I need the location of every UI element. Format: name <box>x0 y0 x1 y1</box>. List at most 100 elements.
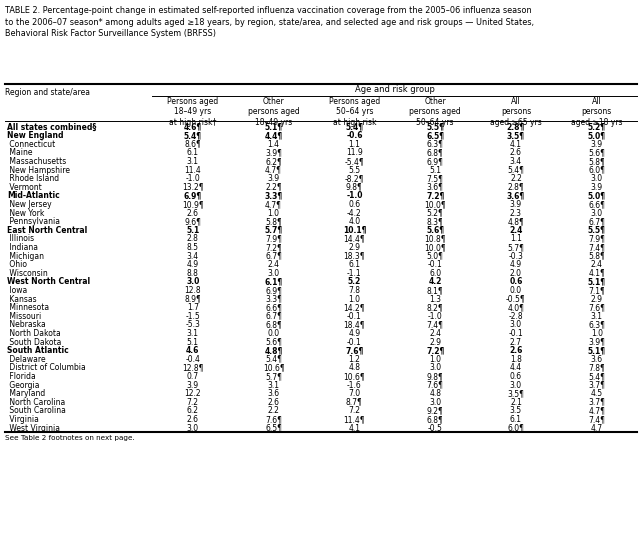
Text: Delaware: Delaware <box>7 355 46 364</box>
Text: 4.7¶: 4.7¶ <box>265 165 282 175</box>
Text: 5.0¶: 5.0¶ <box>588 191 606 201</box>
Text: 4.9: 4.9 <box>187 260 199 269</box>
Text: 2.8: 2.8 <box>187 234 199 243</box>
Text: 5.1: 5.1 <box>429 165 441 175</box>
Text: 4.7¶: 4.7¶ <box>588 406 605 416</box>
Text: New England: New England <box>7 131 63 140</box>
Text: 6.1: 6.1 <box>187 148 199 157</box>
Text: 7.9¶: 7.9¶ <box>588 234 605 243</box>
Text: 10.8¶: 10.8¶ <box>424 234 446 243</box>
Text: -4.2: -4.2 <box>347 209 362 218</box>
Text: 7.4¶: 7.4¶ <box>427 320 444 329</box>
Text: Virginia: Virginia <box>7 415 39 424</box>
Text: 3.1: 3.1 <box>187 329 199 338</box>
Text: 7.8¶: 7.8¶ <box>588 363 605 372</box>
Text: 6.1: 6.1 <box>348 260 360 269</box>
Text: Kansas: Kansas <box>7 294 37 303</box>
Text: -0.5: -0.5 <box>428 424 442 432</box>
Text: 1.7: 1.7 <box>187 303 199 312</box>
Text: All states combined§: All states combined§ <box>7 122 97 132</box>
Text: 3.9¶: 3.9¶ <box>265 148 282 157</box>
Text: East North Central: East North Central <box>7 226 87 235</box>
Text: 3.5: 3.5 <box>510 406 522 416</box>
Text: 5.2: 5.2 <box>348 278 361 286</box>
Text: 4.0: 4.0 <box>348 217 360 226</box>
Text: 3.1: 3.1 <box>187 157 199 166</box>
Text: 11.9: 11.9 <box>346 148 363 157</box>
Text: -0.1: -0.1 <box>347 312 362 321</box>
Text: 8.5: 8.5 <box>187 243 199 252</box>
Text: -0.6: -0.6 <box>346 131 363 140</box>
Text: 3.7¶: 3.7¶ <box>588 381 605 390</box>
Text: 0.0: 0.0 <box>510 286 522 295</box>
Text: 4.8¶: 4.8¶ <box>265 346 283 355</box>
Text: 6.8¶: 6.8¶ <box>265 320 282 329</box>
Text: Persons aged
18–49 yrs
at high risk†: Persons aged 18–49 yrs at high risk† <box>167 97 219 127</box>
Text: 6.7¶: 6.7¶ <box>265 252 282 260</box>
Text: 7.6¶: 7.6¶ <box>588 303 605 312</box>
Text: 2.4: 2.4 <box>267 260 279 269</box>
Text: 3.6: 3.6 <box>591 355 603 364</box>
Text: 1.1: 1.1 <box>349 140 360 149</box>
Text: 2.6: 2.6 <box>510 346 522 355</box>
Text: 8.3¶: 8.3¶ <box>427 217 444 226</box>
Text: 5.5¶: 5.5¶ <box>588 226 606 235</box>
Text: 8.6¶: 8.6¶ <box>185 140 201 149</box>
Text: 10.1¶: 10.1¶ <box>343 226 366 235</box>
Text: 6.8¶: 6.8¶ <box>427 415 444 424</box>
Text: 1.1: 1.1 <box>510 234 522 243</box>
Text: -5.4¶: -5.4¶ <box>344 157 364 166</box>
Text: 6.1¶: 6.1¶ <box>265 278 283 286</box>
Text: 3.0: 3.0 <box>267 269 279 278</box>
Text: 4.1: 4.1 <box>348 424 360 432</box>
Text: 3.7¶: 3.7¶ <box>588 398 605 407</box>
Text: 7.6¶: 7.6¶ <box>427 381 444 390</box>
Text: 2.6: 2.6 <box>267 398 279 407</box>
Text: 3.4: 3.4 <box>510 157 522 166</box>
Text: 5.1: 5.1 <box>187 337 199 347</box>
Text: 4.4: 4.4 <box>510 363 522 372</box>
Text: Age and risk group: Age and risk group <box>355 85 435 94</box>
Text: 5.1¶: 5.1¶ <box>265 122 283 132</box>
Text: -0.3: -0.3 <box>508 252 524 260</box>
Text: 6.5¶: 6.5¶ <box>265 424 282 432</box>
Text: 3.6: 3.6 <box>267 389 279 398</box>
Text: 3.1: 3.1 <box>591 312 603 321</box>
Text: 12.8: 12.8 <box>185 286 201 295</box>
Text: All
persons
aged ≥18 yrs: All persons aged ≥18 yrs <box>571 97 622 127</box>
Text: 2.1: 2.1 <box>510 398 522 407</box>
Text: Connecticut: Connecticut <box>7 140 55 149</box>
Text: 4.9: 4.9 <box>348 329 360 338</box>
Text: -1.0: -1.0 <box>346 191 363 201</box>
Text: 8.7¶: 8.7¶ <box>346 398 363 407</box>
Text: 2.0: 2.0 <box>510 269 522 278</box>
Text: West North Central: West North Central <box>7 278 90 286</box>
Text: 5.8¶: 5.8¶ <box>588 157 605 166</box>
Text: 4.8: 4.8 <box>429 389 441 398</box>
Text: 5.1¶: 5.1¶ <box>588 346 606 355</box>
Text: Pennsylvania: Pennsylvania <box>7 217 60 226</box>
Text: 7.8: 7.8 <box>348 286 360 295</box>
Text: 5.1: 5.1 <box>186 226 199 235</box>
Text: 7.4¶: 7.4¶ <box>588 415 605 424</box>
Text: 2.6: 2.6 <box>510 148 522 157</box>
Text: Maryland: Maryland <box>7 389 46 398</box>
Text: -0.1: -0.1 <box>508 329 523 338</box>
Text: New York: New York <box>7 209 44 218</box>
Text: 6.8¶: 6.8¶ <box>427 148 444 157</box>
Text: 4.9: 4.9 <box>510 260 522 269</box>
Text: 6.2: 6.2 <box>187 406 199 416</box>
Text: 4.1¶: 4.1¶ <box>588 269 605 278</box>
Text: 3.0: 3.0 <box>510 381 522 390</box>
Text: 3.6¶: 3.6¶ <box>507 191 525 201</box>
Text: 9.2¶: 9.2¶ <box>427 406 444 416</box>
Text: 9.8¶: 9.8¶ <box>427 372 444 381</box>
Text: 2.9: 2.9 <box>591 294 603 303</box>
Text: 6.0¶: 6.0¶ <box>508 424 524 432</box>
Text: 6.7¶: 6.7¶ <box>588 217 605 226</box>
Text: Other
persons aged
50–64 yrs: Other persons aged 50–64 yrs <box>410 97 461 127</box>
Text: 3.0: 3.0 <box>429 398 441 407</box>
Text: 7.6¶: 7.6¶ <box>265 415 282 424</box>
Text: 2.4: 2.4 <box>510 226 522 235</box>
Text: 6.6¶: 6.6¶ <box>265 303 282 312</box>
